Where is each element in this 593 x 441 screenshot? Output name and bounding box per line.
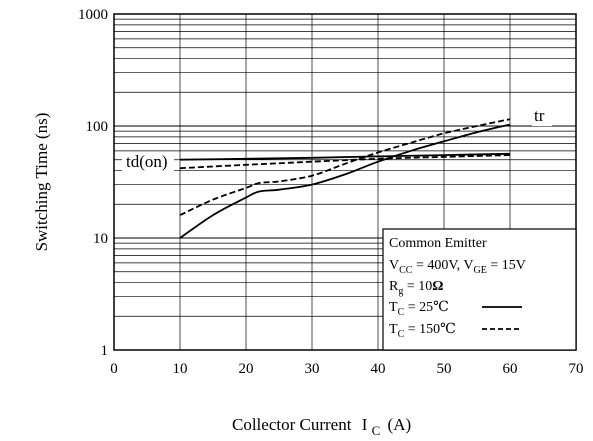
x-tick-label: 20	[239, 361, 254, 377]
series-line-tr-150c	[179, 118, 511, 216]
x-axis-label: Collector Current I C (A)	[232, 415, 411, 439]
legend-title: Common Emitter	[389, 236, 487, 251]
x-tick-label: 30	[305, 361, 320, 377]
tr-label: tr	[532, 106, 552, 126]
series-line-tr-25c	[179, 123, 511, 239]
legend: Common Emitter VCC = 400V, VGE = 15V Rg …	[382, 228, 577, 351]
x-axis-label-unit: (A)	[388, 415, 412, 434]
y-tick-label: 1	[101, 343, 109, 359]
y-tick-label: 1000	[78, 7, 108, 23]
tdon-label: td(on)	[122, 152, 174, 171]
tdon-label-text: td(on)	[126, 152, 168, 171]
tick-labels: 0 10 20 30 40 50 60 70 1 10 100 1000	[78, 7, 584, 377]
x-tick-label: 60	[503, 361, 518, 377]
legend-bias-conditions: VCC = 400V, VGE = 15V	[389, 258, 526, 276]
series-line-tdon-25c	[179, 152, 511, 161]
legend-entry-25c: TC = 25℃	[389, 300, 449, 318]
series-line-tdon-150c	[179, 154, 511, 170]
x-tick-label: 70	[569, 361, 584, 377]
x-tick-label: 0	[110, 361, 118, 377]
series-layer	[179, 118, 511, 239]
x-tick-label: 40	[371, 361, 386, 377]
x-axis-label-symbol: I	[362, 415, 368, 434]
plot-frame	[113, 13, 577, 351]
y-tick-label: 100	[86, 119, 109, 135]
y-tick-label: 10	[93, 231, 108, 247]
legend-entry-150c: TC = 150℃	[389, 322, 456, 340]
x-axis-label-sub: C	[372, 423, 381, 438]
y-axis-label: Switching Time (ns)	[32, 113, 51, 252]
x-tick-label: 50	[437, 361, 452, 377]
x-axis-label-text: Collector Current	[232, 415, 352, 434]
x-tick-label: 10	[173, 361, 188, 377]
tr-label-text: tr	[534, 106, 545, 125]
legend-gate-resistance: Rg = 10Ω	[389, 279, 443, 297]
